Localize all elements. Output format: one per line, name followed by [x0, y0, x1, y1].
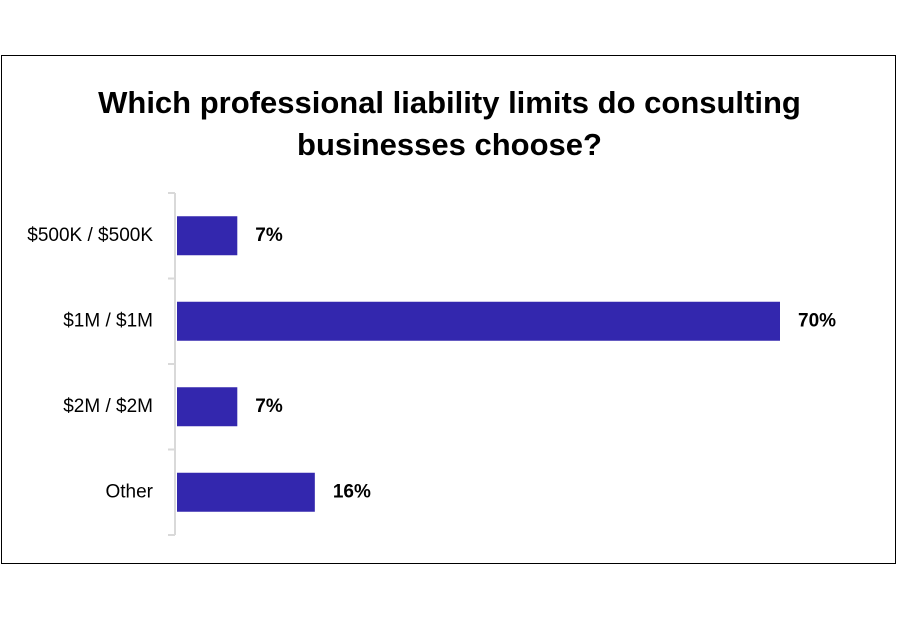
category-axis — [168, 192, 176, 536]
bar — [177, 301, 780, 341]
value-label: 7% — [255, 225, 283, 246]
chart-title: Which professional liability limits do c… — [98, 85, 801, 162]
category-label: $1M / $1M — [63, 310, 153, 331]
value-label: 16% — [333, 481, 371, 502]
value-label: 70% — [798, 310, 836, 331]
bar — [177, 387, 238, 427]
bar — [177, 216, 238, 256]
category-label: Other — [105, 481, 153, 502]
category-label: $500K / $500K — [27, 225, 153, 246]
bars — [177, 216, 780, 512]
value-label: 7% — [255, 396, 283, 417]
category-label: $2M / $2M — [63, 396, 153, 417]
labels: $500K / $500K 7% $1M / $1M 70% $2M / $2M 7% Ot… — [27, 225, 836, 503]
bar — [177, 472, 315, 512]
